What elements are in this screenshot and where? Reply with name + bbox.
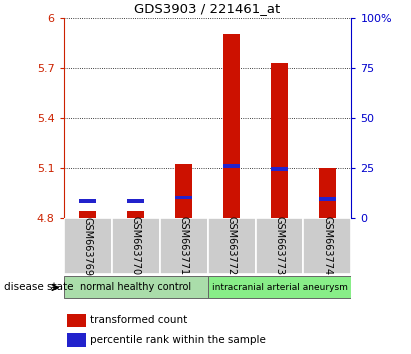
Bar (79, 211, 96, 218)
Bar (67, 333, 85, 347)
Bar (208, 276, 351, 298)
Text: intracranial arterial aneurysm: intracranial arterial aneurysm (212, 282, 347, 292)
Text: GSM663773: GSM663773 (275, 216, 284, 276)
Bar (79, 199, 96, 203)
Bar (271, 167, 288, 171)
Bar (303, 218, 351, 274)
Text: transformed count: transformed count (90, 315, 187, 325)
Bar (271, 63, 288, 218)
Bar (64, 276, 208, 298)
Bar (319, 168, 336, 218)
Bar (223, 164, 240, 168)
Text: GSM663769: GSM663769 (83, 217, 92, 275)
Bar (208, 218, 256, 274)
Text: disease state: disease state (4, 282, 74, 292)
Bar (256, 218, 303, 274)
Bar (175, 196, 192, 199)
Bar (175, 164, 192, 218)
Text: GSM663772: GSM663772 (226, 216, 236, 276)
Text: GSM663774: GSM663774 (323, 216, 332, 276)
Title: GDS3903 / 221461_at: GDS3903 / 221461_at (134, 2, 281, 15)
Bar (319, 198, 336, 201)
Bar (159, 218, 208, 274)
Bar (112, 218, 159, 274)
Bar (223, 34, 240, 218)
Bar (67, 314, 85, 327)
Bar (127, 199, 144, 203)
Text: GSM663771: GSM663771 (179, 216, 189, 276)
Bar (64, 218, 112, 274)
Text: percentile rank within the sample: percentile rank within the sample (90, 335, 266, 345)
Text: normal healthy control: normal healthy control (80, 282, 191, 292)
Bar (127, 211, 144, 218)
Text: GSM663770: GSM663770 (131, 216, 141, 276)
